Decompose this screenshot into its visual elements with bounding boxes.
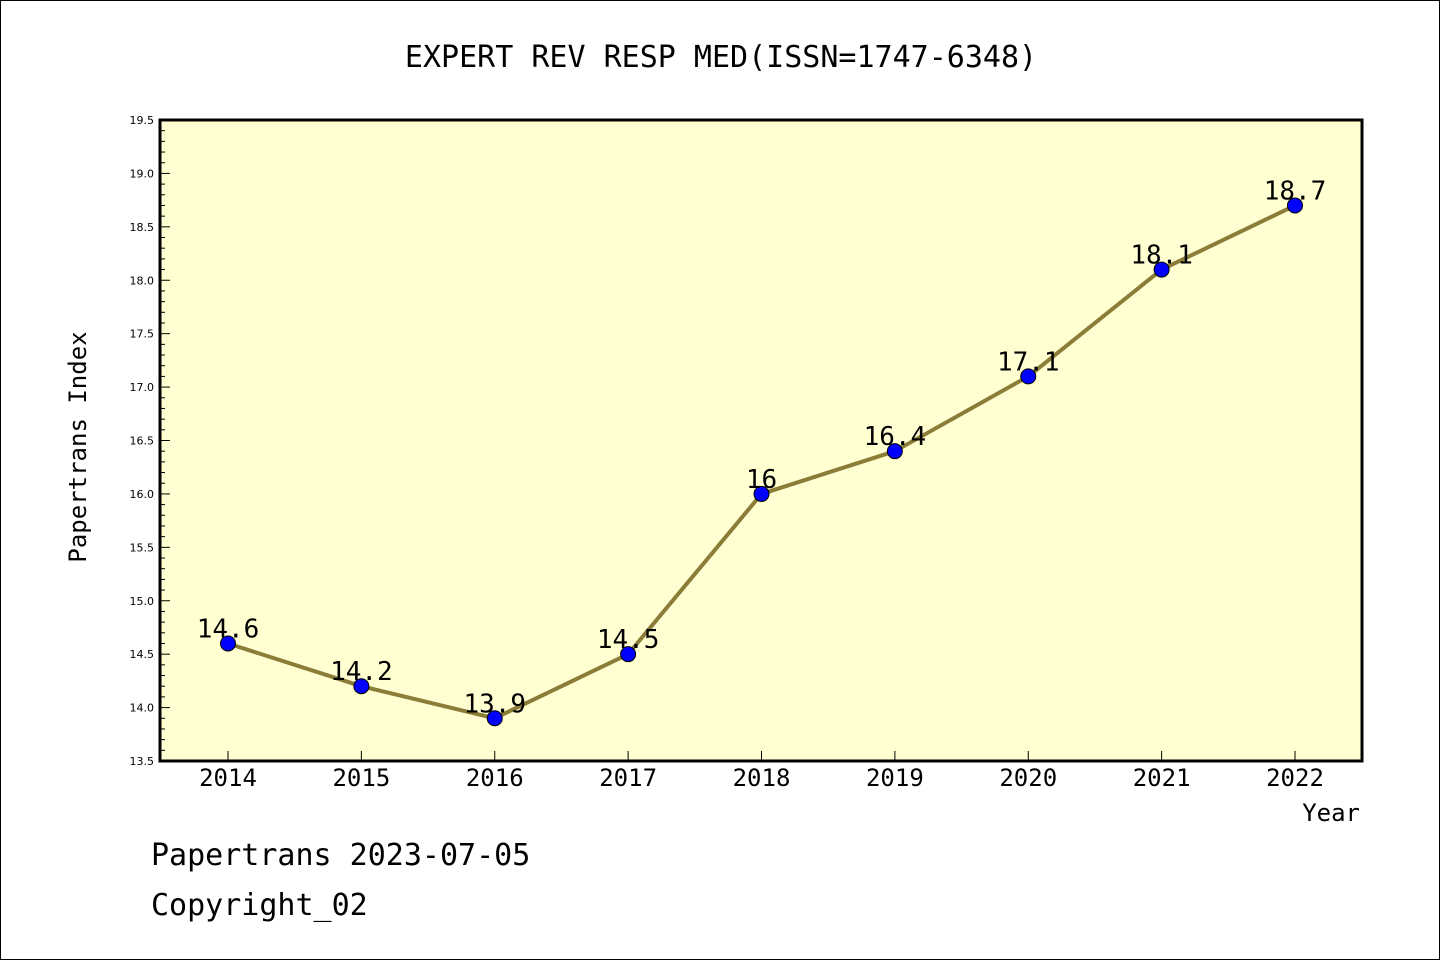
y-tick-label: 19.5 (130, 114, 155, 127)
data-point-marker (486, 710, 503, 727)
x-axis-label: Year (1302, 799, 1360, 827)
data-point-marker (220, 635, 236, 652)
data-point-marker (1153, 261, 1170, 278)
data-point-marker (1287, 197, 1303, 214)
data-point-marker (353, 678, 370, 695)
y-axis: 13.5 14.0 14.5 15.0 15.5 16.0 16.5 17.0 17.5 18.0… (130, 114, 170, 768)
y-tick-label: 15.5 (130, 541, 155, 554)
data-label: 18.7 (1264, 176, 1327, 206)
y-tick-label: 17.0 (130, 381, 155, 394)
y-tick-label: 15.0 (130, 595, 155, 608)
y-tick-label: 19.0 (130, 167, 155, 180)
data-point-marker (1020, 368, 1037, 385)
footer-copyright: Copyright_02 (151, 888, 368, 923)
y-tick-label: 13.5 (130, 755, 155, 768)
x-tick-label: 2018 (733, 764, 791, 792)
x-tick-label: 2017 (599, 764, 657, 792)
y-tick-label: 17.5 (130, 328, 155, 341)
x-tick-label: 2021 (1133, 764, 1191, 792)
y-tick-label: 18.5 (130, 221, 155, 234)
x-tick-label: 2020 (999, 764, 1057, 792)
y-axis-label: Papertrans Index (64, 331, 92, 562)
x-tick-label: 2014 (199, 764, 257, 792)
x-tick-label: 2015 (332, 764, 390, 792)
plot-area (160, 120, 1362, 761)
data-label: 13.9 (463, 689, 526, 719)
data-label: 14.5 (597, 625, 660, 655)
x-tick-label: 2022 (1266, 764, 1324, 792)
footer-date: Papertrans 2023-07-05 (151, 838, 530, 873)
plot-border (158, 118, 1364, 763)
data-label: 18.1 (1130, 241, 1193, 271)
data-label: 14.2 (330, 657, 393, 687)
x-tick-label: 2016 (466, 764, 524, 792)
y-tick-label: 16.0 (130, 488, 155, 501)
data-point-marker (886, 443, 903, 460)
chart-title: EXPERT REV RESP MED(ISSN=1747-6348) (405, 40, 1037, 75)
data-label: 16.4 (864, 422, 927, 452)
x-tick-label: 2019 (866, 764, 924, 792)
y-tick-label: 18.0 (130, 274, 155, 287)
data-point-marker (620, 646, 637, 663)
y-tick-label: 16.5 (130, 435, 155, 448)
data-label: 17.1 (997, 347, 1060, 377)
data-label: 14.6 (197, 614, 260, 644)
series-group: 14.6 14.2 13.9 14.5 16 16.4 17.1 18.1 18.7 (197, 176, 1327, 727)
y-tick-label: 14.0 (130, 702, 155, 715)
x-axis: 2014 2015 2016 2017 2018 2019 2020 2021 2022 (199, 751, 1324, 792)
data-label: 16 (746, 465, 777, 495)
y-tick-label: 14.5 (130, 648, 155, 661)
data-point-marker (753, 485, 770, 502)
